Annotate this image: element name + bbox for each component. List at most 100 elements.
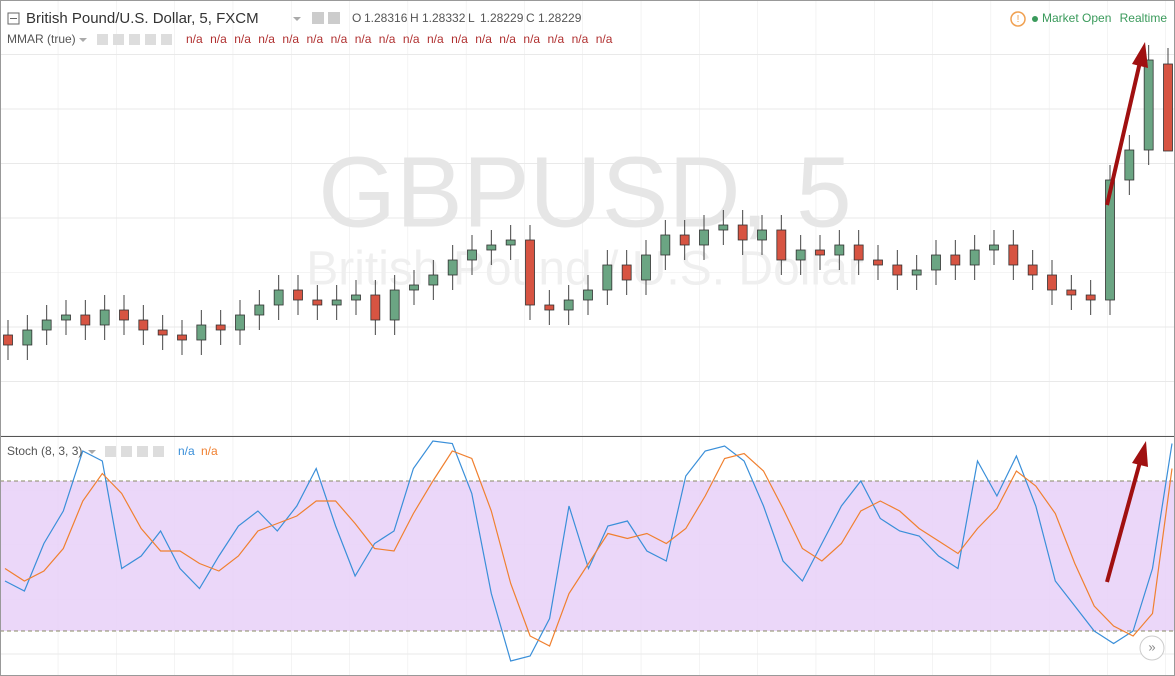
candle-body bbox=[1163, 63, 1173, 152]
candle-body bbox=[370, 294, 381, 321]
candle-body bbox=[718, 224, 729, 231]
readout-value: n/a bbox=[499, 32, 516, 46]
candle-body bbox=[950, 254, 961, 266]
ohlc-label: H bbox=[410, 11, 419, 25]
candle-body bbox=[41, 319, 52, 331]
candle-body bbox=[351, 294, 361, 301]
readout-value: n/a bbox=[475, 32, 492, 46]
readout-value: n/a bbox=[210, 32, 227, 46]
oversold-overbought-band bbox=[0, 481, 1175, 631]
stoch-line bbox=[4, 450, 1173, 647]
arrow-head bbox=[1132, 441, 1148, 467]
legend-entry: n/a bbox=[178, 444, 195, 458]
stoch-pane bbox=[0, 440, 1175, 662]
candle-body bbox=[3, 334, 13, 346]
stoch-name: Stoch (8, 3, 3) bbox=[7, 444, 82, 458]
stoch-icon[interactable] bbox=[137, 446, 148, 457]
readout-value: n/a bbox=[234, 32, 251, 46]
candle-body bbox=[815, 249, 825, 256]
readout-value: n/a bbox=[427, 32, 444, 46]
candle-body bbox=[1085, 294, 1096, 301]
candle-body bbox=[273, 289, 284, 306]
candle-body bbox=[911, 269, 922, 276]
price-pane bbox=[3, 45, 1173, 360]
indicator-icon[interactable] bbox=[97, 34, 108, 45]
ohlc-label: C bbox=[526, 11, 535, 25]
stoch-legend: n/a n/a bbox=[178, 444, 218, 458]
candle-body bbox=[641, 254, 651, 281]
candle-body bbox=[331, 299, 342, 306]
readout-value: n/a bbox=[451, 32, 468, 46]
watermark: GBPUSD, 5 bbox=[318, 136, 852, 248]
indicator-menu[interactable] bbox=[79, 38, 87, 42]
candle-body bbox=[776, 229, 787, 261]
candle-body bbox=[61, 314, 71, 321]
legend-entry: n/a bbox=[201, 444, 218, 458]
readout-value: n/a bbox=[403, 32, 420, 46]
candle-body bbox=[563, 299, 574, 311]
stoch-menu[interactable] bbox=[88, 450, 96, 454]
symbol-menu[interactable] bbox=[293, 17, 301, 21]
candle-body bbox=[1008, 244, 1019, 266]
ohlc-value: 1.28316 bbox=[364, 11, 408, 25]
arrow-shaft bbox=[1105, 461, 1142, 583]
settings-icon[interactable] bbox=[312, 12, 324, 24]
candle-body bbox=[99, 309, 110, 326]
watermark-subtitle: British Pound / U.S. Dollar bbox=[306, 243, 864, 296]
candle-body bbox=[757, 229, 767, 241]
candle-body bbox=[583, 289, 593, 301]
indicator-icon[interactable] bbox=[161, 34, 172, 45]
realtime-label: Realtime bbox=[1120, 11, 1168, 25]
warning-icon[interactable] bbox=[1010, 11, 1026, 27]
annotation-arrows bbox=[1105, 42, 1148, 583]
scroll-icon: » bbox=[1148, 639, 1155, 654]
candle-body bbox=[931, 254, 941, 271]
candle-body bbox=[621, 264, 632, 281]
candle-body bbox=[235, 314, 245, 331]
readout-value: n/a bbox=[548, 32, 565, 46]
candle-body bbox=[138, 319, 149, 331]
candle-body bbox=[486, 244, 497, 251]
candle-body bbox=[293, 289, 303, 301]
ohlc-label: O bbox=[352, 11, 361, 25]
candle-body bbox=[467, 249, 477, 261]
candle-body bbox=[1124, 149, 1135, 181]
candle-body bbox=[1143, 59, 1154, 151]
indicator-icon[interactable] bbox=[129, 34, 140, 45]
candle-body bbox=[22, 329, 33, 346]
scroll-button[interactable] bbox=[1139, 635, 1165, 661]
indicator-icon[interactable] bbox=[145, 34, 156, 45]
candle-body bbox=[254, 304, 265, 316]
candle-body bbox=[1105, 179, 1115, 301]
status-dot bbox=[1032, 16, 1038, 22]
arrow-head bbox=[1132, 42, 1148, 68]
main-grid bbox=[0, 0, 1175, 436]
readout-value: n/a bbox=[258, 32, 275, 46]
candle-body bbox=[447, 259, 458, 276]
candle-body bbox=[505, 239, 516, 246]
stoch-icon[interactable] bbox=[153, 446, 164, 457]
indicator-icon[interactable] bbox=[113, 34, 124, 45]
stoch-icon[interactable] bbox=[105, 446, 116, 457]
candle-body bbox=[989, 244, 999, 251]
candle-body bbox=[892, 264, 903, 276]
candle-body bbox=[1047, 274, 1057, 291]
candle-body bbox=[853, 244, 864, 261]
candle-body bbox=[795, 249, 806, 261]
candle-body bbox=[873, 259, 883, 266]
ohlc-value: 1.28229 bbox=[480, 11, 524, 25]
candle-body bbox=[544, 304, 555, 311]
warning-mark: ! bbox=[1017, 14, 1020, 25]
hide-icon[interactable] bbox=[328, 12, 340, 24]
market-status: Market Open bbox=[1042, 11, 1111, 25]
candle-body bbox=[119, 309, 129, 321]
ohlc-readout: O 1.28316 H 1.28332 L 1.28229 C 1.28229 bbox=[352, 11, 582, 25]
candle-body bbox=[1027, 264, 1038, 276]
stoch-line bbox=[4, 440, 1173, 662]
candle-body bbox=[969, 249, 980, 266]
candle-body bbox=[312, 299, 323, 306]
indicator-name: MMAR (true) bbox=[7, 32, 76, 46]
stoch-icon[interactable] bbox=[121, 446, 132, 457]
readout-value: n/a bbox=[331, 32, 348, 46]
